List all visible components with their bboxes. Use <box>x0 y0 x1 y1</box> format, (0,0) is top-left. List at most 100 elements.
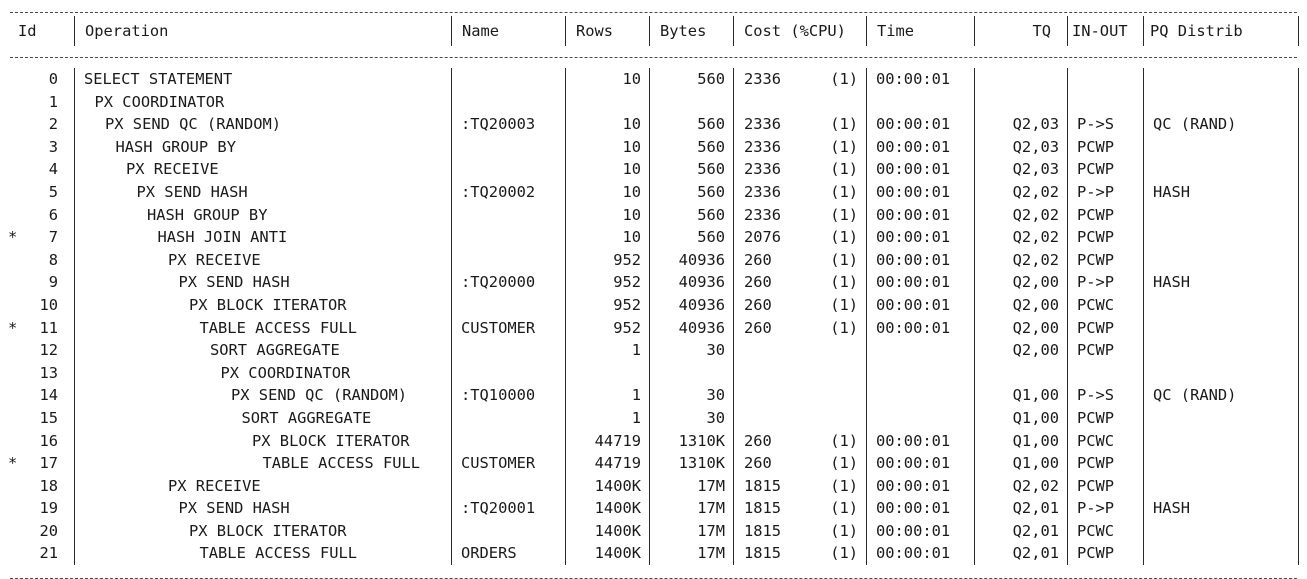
rows-cell: 1400K <box>565 542 649 566</box>
time-cell: 00:00:01 <box>866 452 974 475</box>
tq-cell: Q1,00 <box>974 452 1067 475</box>
tq-cell: Q2,02 <box>974 474 1067 498</box>
predicate-star <box>8 407 26 430</box>
rows-cell <box>565 90 649 114</box>
bytes-cell: 17M <box>649 497 733 520</box>
tq-cell: Q2,02 <box>974 180 1067 204</box>
bytes-cell: 30 <box>649 339 733 362</box>
in-out-cell: PCWP <box>1067 339 1143 362</box>
predicate-star <box>8 68 26 91</box>
row-id: 9 <box>48 273 58 292</box>
name-cell: ORDERS <box>451 542 565 566</box>
predicate-star: * <box>8 318 18 337</box>
tq-cell: Q2,01 <box>974 519 1067 543</box>
execution-plan: Id Operation Name Rows Bytes Cost (%CPU)… <box>8 4 1299 579</box>
predicate-star <box>8 181 26 204</box>
id-cell: 19 <box>8 497 74 520</box>
plan-row: 13 PX COORDINATOR <box>8 361 1299 385</box>
bytes-cell: 17M <box>649 519 733 543</box>
header-divider <box>10 49 1297 58</box>
time-cell <box>866 339 974 362</box>
plan-row: * 17 TABLE ACCESS FULL CUSTOMER 44719 1310K 26… <box>8 452 1299 475</box>
name-cell: :TQ10000 <box>451 384 565 407</box>
operation-cell: PX SEND HASH <box>74 180 451 204</box>
in-out-cell: P->P <box>1067 497 1143 520</box>
row-id: 3 <box>48 137 58 156</box>
tq-cell: Q1,00 <box>974 429 1067 453</box>
operation-text: PX SEND QC (RANDOM) <box>231 386 408 405</box>
time-cell: 00:00:01 <box>866 474 974 498</box>
operation-cell: SELECT STATEMENT <box>74 68 451 91</box>
in-out-cell: PCWP <box>1067 542 1143 566</box>
tq-cell: Q2,00 <box>974 316 1067 340</box>
rows-cell: 10 <box>565 203 649 227</box>
cost-value: 260 <box>744 318 772 337</box>
id-cell: 15 <box>8 407 74 430</box>
cost-value: 1815 <box>744 544 782 563</box>
cost-cell: 260 (1) <box>733 452 866 475</box>
header-pq-distrib: PQ Distrib <box>1143 16 1299 46</box>
cpu-percent: (1) <box>830 115 858 134</box>
operation-text: TABLE ACCESS FULL <box>199 318 358 337</box>
operation-text: HASH JOIN ANTI <box>157 228 288 247</box>
cost-cell: 2336 (1) <box>733 180 866 204</box>
in-out-cell: PCWP <box>1067 452 1143 475</box>
in-out-cell: P->P <box>1067 180 1143 204</box>
tq-cell: Q2,01 <box>974 542 1067 566</box>
plan-row: * 7 HASH JOIN ANTI 10 560 2076 (1) 00:00:01 Q2,0… <box>8 226 1299 249</box>
in-out-cell: PCWP <box>1067 135 1143 159</box>
time-cell <box>866 361 974 385</box>
header-bytes: Bytes <box>649 16 733 46</box>
operation-cell: PX SEND HASH <box>74 271 451 294</box>
id-cell: 9 <box>8 271 74 294</box>
in-out-cell: PCWP <box>1067 474 1143 498</box>
id-cell: * 7 <box>8 226 74 249</box>
operation-cell: PX RECEIVE <box>74 158 451 181</box>
plan-row: 2 PX SEND QC (RANDOM):TQ20003 10 560 2336 (1)… <box>8 113 1299 136</box>
cpu-percent: (1) <box>830 318 858 337</box>
tq-cell <box>974 68 1067 91</box>
in-out-cell: PCWP <box>1067 158 1143 181</box>
bytes-cell: 1310K <box>649 452 733 475</box>
operation-text: HASH GROUP BY <box>147 205 268 224</box>
row-id: 20 <box>39 521 58 540</box>
bytes-cell: 40936 <box>649 271 733 294</box>
header-operation: Operation <box>74 16 451 46</box>
pq-distrib-cell: HASH <box>1143 271 1299 294</box>
tq-cell: Q2,02 <box>974 203 1067 227</box>
cost-cell: 260 (1) <box>733 293 866 317</box>
operation-text: PX BLOCK ITERATOR <box>252 431 410 450</box>
cost-value: 1815 <box>744 499 782 518</box>
cost-cell: 260 (1) <box>733 271 866 294</box>
top-divider <box>10 4 1297 13</box>
plan-row: 18 PX RECEIVE 1400K 17M 1815 (1) 00:00:01 Q2,02… <box>8 474 1299 498</box>
pq-distrib-cell <box>1143 90 1299 114</box>
row-id: 12 <box>39 341 58 360</box>
operation-text: PX BLOCK ITERATOR <box>189 295 347 314</box>
row-id: 0 <box>48 70 58 88</box>
pq-distrib-cell: HASH <box>1143 497 1299 520</box>
operation-cell: HASH GROUP BY <box>74 203 451 227</box>
in-out-cell: PCWC <box>1067 519 1143 543</box>
in-out-cell: PCWC <box>1067 429 1143 453</box>
time-cell: 00:00:01 <box>866 293 974 317</box>
pq-distrib-cell <box>1143 429 1299 453</box>
id-cell: 8 <box>8 249 74 272</box>
row-id: 13 <box>39 363 58 382</box>
cost-value: 1815 <box>744 476 782 495</box>
tq-cell: Q2,03 <box>974 113 1067 136</box>
time-cell <box>866 406 974 430</box>
rows-cell: 44719 <box>565 452 649 475</box>
name-cell <box>451 519 565 543</box>
header-id: Id <box>18 22 37 40</box>
operation-text: SORT AGGREGATE <box>210 341 340 360</box>
pq-distrib-cell <box>1143 203 1299 227</box>
bytes-cell: 560 <box>649 113 733 136</box>
pq-distrib-cell <box>1143 406 1299 430</box>
header-tq: TQ <box>974 16 1067 46</box>
operation-text: PX SEND HASH <box>178 499 290 518</box>
row-id: 19 <box>39 499 58 518</box>
id-cell: 5 <box>8 181 74 204</box>
bytes-cell: 560 <box>649 135 733 159</box>
id-cell: 13 <box>8 362 74 385</box>
